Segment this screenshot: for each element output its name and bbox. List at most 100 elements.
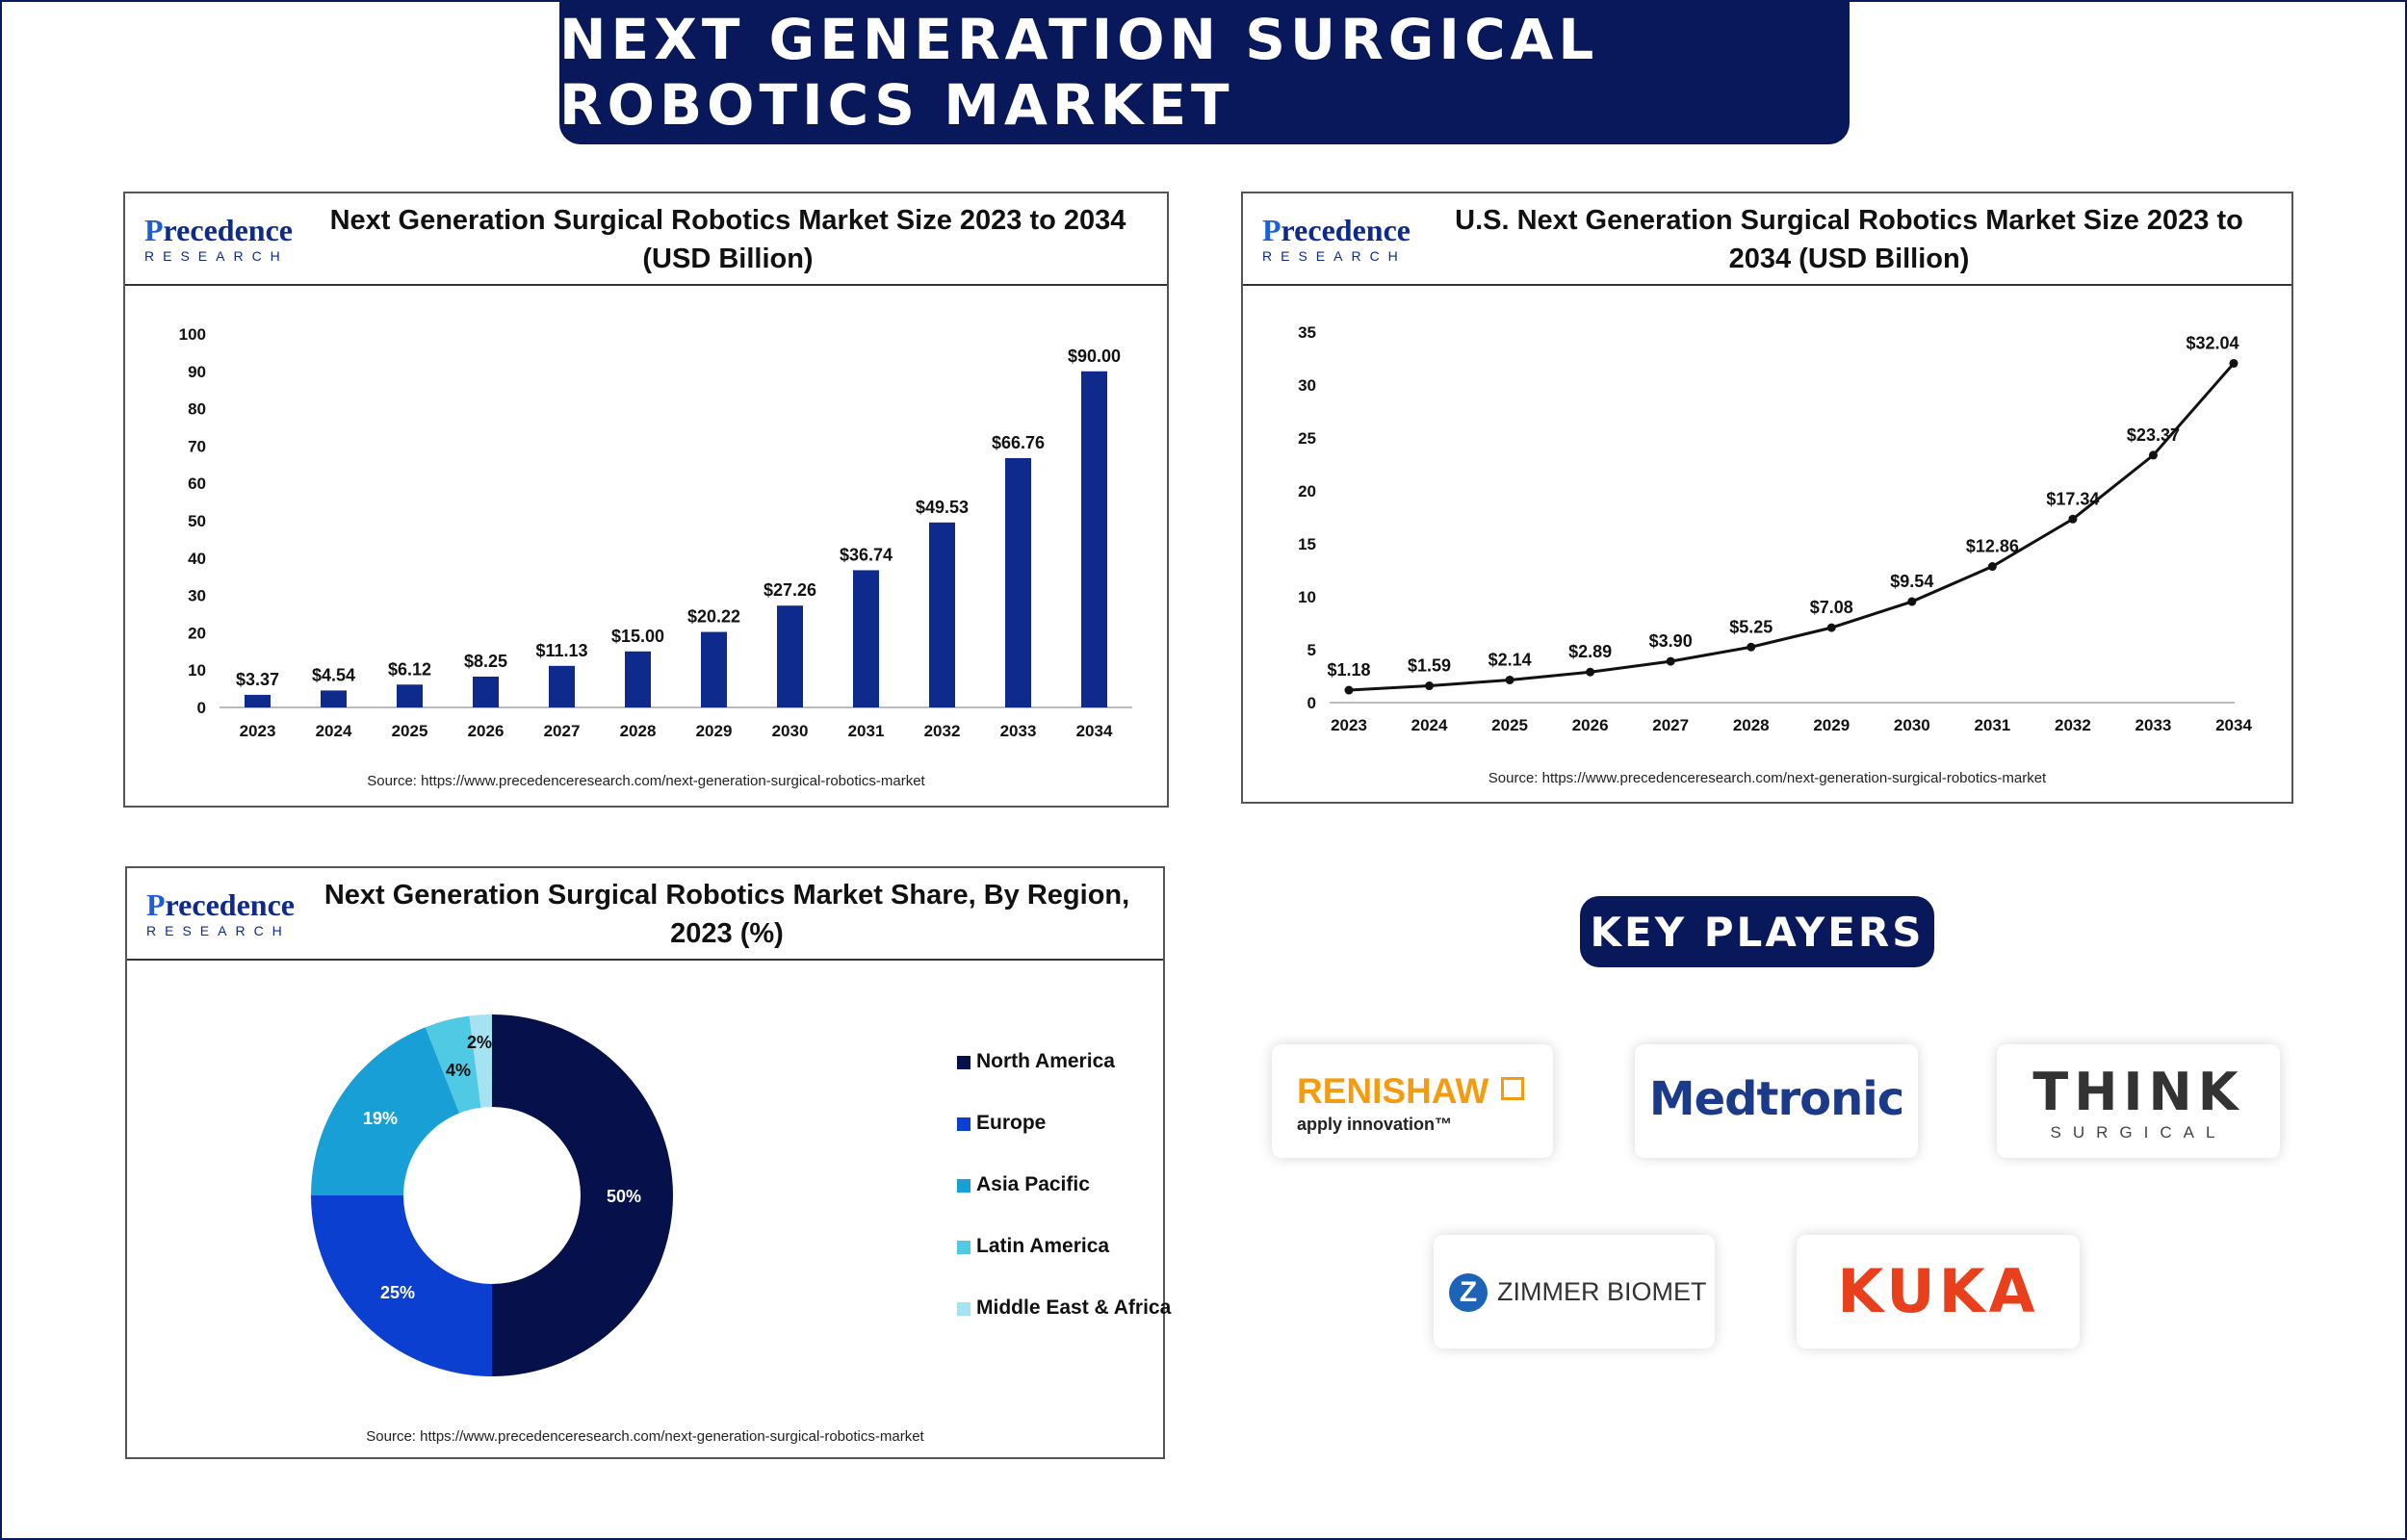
key-players-title: KEY PLAYERS	[1590, 908, 1925, 956]
data-label: $4.54	[312, 665, 355, 684]
data-label: $20.22	[687, 607, 740, 627]
x-tick-label: 2024	[316, 722, 352, 740]
data-label: $66.76	[992, 433, 1045, 452]
slice-label: 4%	[446, 1061, 471, 1080]
data-point	[1747, 642, 1756, 652]
line-panel-header: Precedence RESEARCH U.S. Next Generation…	[1243, 193, 2291, 286]
data-point	[1826, 623, 1836, 632]
y-tick-label: 30	[1298, 376, 1316, 395]
data-label: $2.89	[1568, 642, 1612, 661]
x-tick-label: 2031	[1974, 716, 2010, 734]
x-tick-label: 2030	[772, 722, 809, 740]
data-label: $2.14	[1488, 650, 1532, 669]
bar	[1081, 371, 1107, 707]
logo-subtext: RESEARCH	[146, 923, 291, 938]
legend-swatch	[957, 1056, 971, 1069]
data-label: $9.54	[1890, 572, 1933, 591]
data-point	[2068, 514, 2078, 524]
donut-slice	[469, 1014, 492, 1108]
slice-label: 25%	[380, 1283, 415, 1302]
x-tick-label: 2025	[392, 722, 428, 740]
logo-wordmark: recedence	[163, 213, 293, 247]
y-tick-label: 5	[1307, 641, 1316, 659]
legend-label: North America	[976, 1050, 1115, 1072]
data-label: $12.86	[1966, 537, 2019, 556]
think-wordmark: THINK	[2032, 1062, 2244, 1122]
x-tick-label: 2034	[2215, 716, 2252, 734]
data-label: $15.00	[611, 627, 664, 646]
data-label: $32.04	[2186, 334, 2239, 353]
bar	[701, 631, 727, 707]
donut-chart-source: Source: https://www.precedenceresearch.c…	[366, 1428, 924, 1445]
data-point	[1666, 656, 1675, 666]
data-label: $1.59	[1408, 656, 1451, 676]
bar	[777, 605, 803, 707]
y-tick-label: 80	[188, 400, 206, 419]
x-tick-label: 2029	[1813, 716, 1850, 734]
medtronic-wordmark: Medtronic	[1648, 1072, 1904, 1126]
renishaw-wordmark: RENISHAW	[1297, 1071, 1489, 1111]
data-label: $36.74	[840, 545, 893, 564]
x-tick-label: 2028	[1733, 716, 1770, 734]
main-title-banner: NEXT GENERATION SURGICAL ROBOTICS MARKET	[559, 0, 1850, 144]
y-tick-label: 0	[1307, 694, 1316, 712]
line-chart-source: Source: https://www.precedenceresearch.c…	[1488, 770, 2047, 786]
data-label: $23.37	[2127, 425, 2180, 445]
data-label: $11.13	[535, 641, 587, 660]
data-point	[1344, 685, 1354, 695]
data-point	[2229, 359, 2239, 369]
bar	[625, 651, 651, 707]
y-tick-label: 60	[188, 475, 206, 493]
y-tick-label: 20	[1298, 482, 1316, 500]
line-chart-svg: 05101520253035$1.182023$1.592024$2.14202…	[1298, 323, 2252, 734]
bar	[321, 690, 347, 707]
legend-swatch	[957, 1241, 971, 1254]
y-tick-label: 0	[197, 699, 206, 717]
bar-panel-header: Precedence RESEARCH Next Generation Surg…	[125, 193, 1167, 286]
logo-subtext: RESEARCH	[1262, 248, 1407, 264]
data-label: $8.25	[464, 652, 507, 671]
bar-chart-title: Next Generation Surgical Robotics Market…	[329, 205, 1126, 274]
y-tick-label: 50	[188, 512, 206, 530]
x-tick-label: 2033	[1000, 722, 1037, 740]
donut-slice	[311, 1195, 492, 1376]
logo-p-mark: P	[144, 213, 164, 247]
y-tick-label: 25	[1298, 429, 1316, 448]
data-label: $6.12	[388, 659, 431, 679]
think-subtext: SURGICAL	[2050, 1123, 2227, 1142]
bar	[397, 684, 423, 707]
y-tick-label: 90	[188, 363, 206, 381]
x-tick-label: 2025	[1491, 716, 1528, 734]
x-tick-label: 2027	[544, 722, 581, 740]
slice-label: 19%	[363, 1109, 398, 1128]
bar	[1005, 457, 1031, 707]
bar-chart-svg: 0102030405060708090100$3.372023$4.542024…	[179, 325, 1132, 740]
legend-swatch	[957, 1179, 971, 1193]
y-tick-label: 15	[1298, 535, 1316, 553]
y-tick-label: 35	[1298, 323, 1316, 342]
data-label: $1.18	[1327, 660, 1370, 680]
legend-swatch	[957, 1302, 971, 1316]
y-tick-label: 40	[188, 550, 206, 568]
bar-chart-panel: Precedence RESEARCH Next Generation Surg…	[123, 192, 1169, 808]
x-tick-label: 2026	[468, 722, 505, 740]
zimmer-z-icon: Z	[1449, 1273, 1488, 1312]
slice-label: 50%	[607, 1187, 641, 1206]
data-label: $5.25	[1729, 617, 1773, 636]
bar	[853, 570, 879, 707]
key-players-heading: KEY PLAYERS	[1580, 896, 1934, 967]
think-surgical-logo-card: THINK SURGICAL	[1997, 1044, 2280, 1158]
bar	[473, 676, 499, 707]
zimmer-biomet-wordmark: ZIMMER BIOMET	[1497, 1277, 1707, 1306]
logo-wordmark: recedence	[1281, 213, 1411, 247]
kuka-logo-card: KUKA	[1797, 1235, 2080, 1348]
renishaw-logo-card: RENISHAW apply innovation™	[1272, 1044, 1553, 1158]
donut-chart-svg: 50% 25% 19% 4% 2%	[311, 1014, 673, 1376]
logo-p-mark: P	[146, 887, 166, 922]
zimmer-biomet-logo-card: Z ZIMMER BIOMET	[1434, 1235, 1715, 1348]
donut-slice	[311, 1027, 460, 1195]
x-tick-label: 2031	[848, 722, 885, 740]
legend-label: Europe	[976, 1112, 1047, 1134]
kuka-wordmark: KUKA	[1837, 1256, 2039, 1326]
x-tick-label: 2024	[1411, 716, 1448, 734]
